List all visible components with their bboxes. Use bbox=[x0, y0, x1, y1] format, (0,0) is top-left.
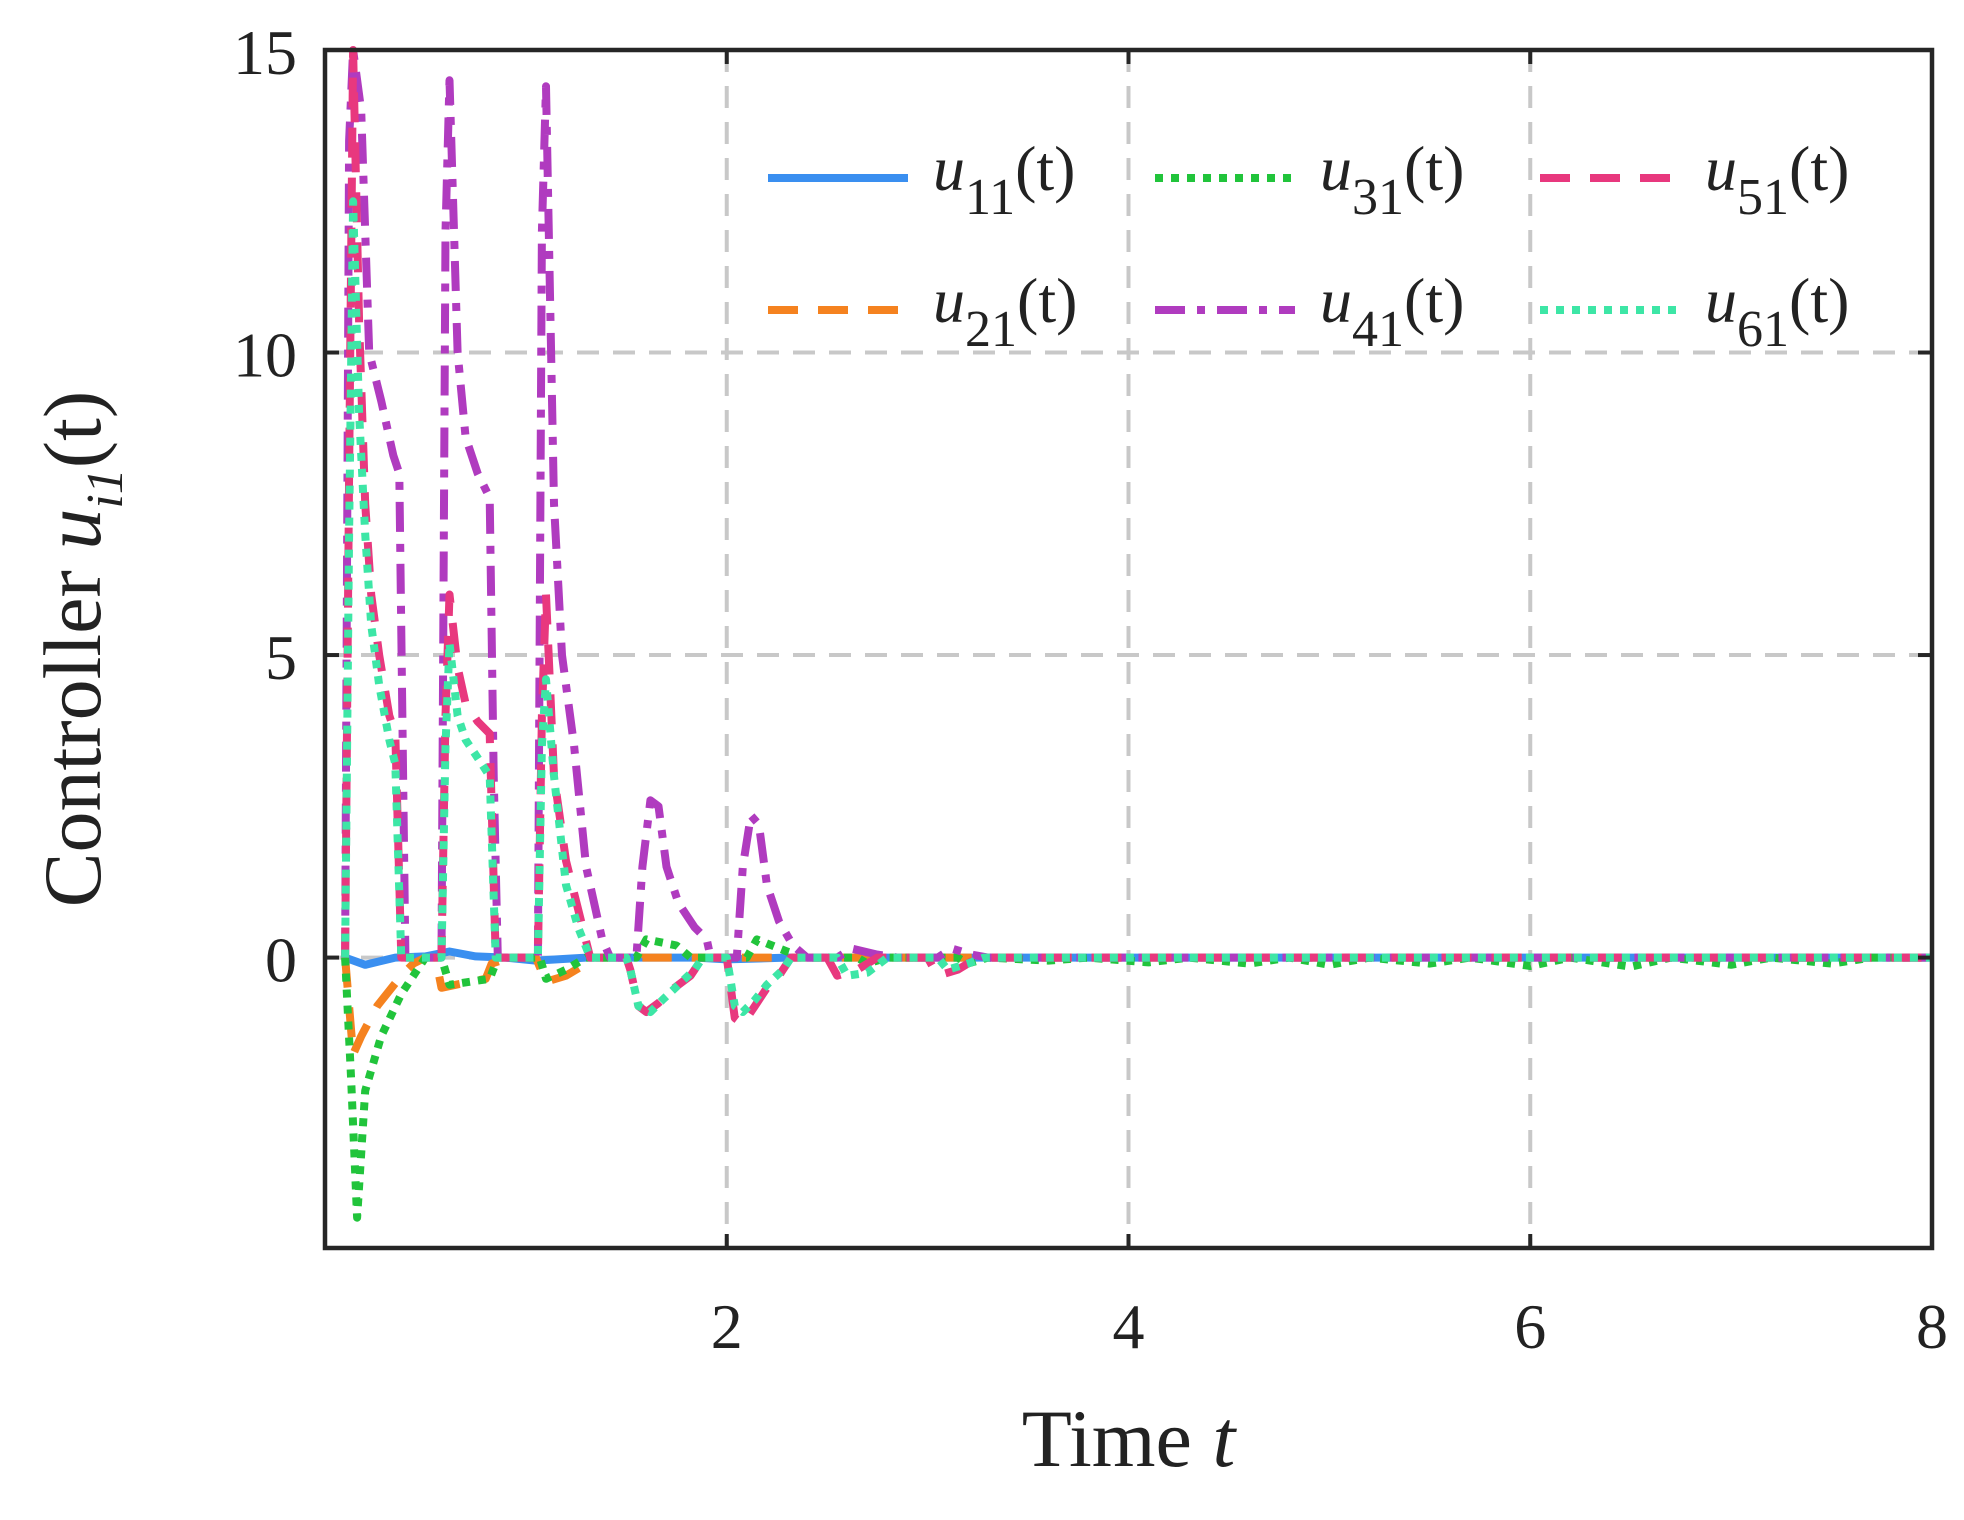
y-tick-label-0: 0 bbox=[265, 925, 297, 996]
legend-label-suffix: (t) bbox=[1015, 133, 1075, 204]
series-line-31 bbox=[341, 935, 1932, 1222]
series-line-21 bbox=[341, 953, 1932, 1059]
legend-label-sub: 51 bbox=[1737, 169, 1789, 226]
y-tick-labels: 0 5 10 15 bbox=[233, 17, 297, 996]
y-axis-title-var: u bbox=[27, 509, 118, 550]
legend-label-var: u bbox=[1320, 265, 1352, 336]
legend-label-suffix: (t) bbox=[1017, 265, 1077, 336]
series-layer bbox=[341, 46, 1932, 1222]
grid bbox=[325, 48, 1934, 1248]
x-tick-label-6: 6 bbox=[1514, 1291, 1546, 1362]
legend-label-21: u21(t) bbox=[933, 265, 1077, 358]
y-tick-label-15: 15 bbox=[233, 17, 297, 88]
x-tick-labels: 2 4 6 8 bbox=[711, 1291, 1948, 1362]
y-tick-label-5: 5 bbox=[265, 622, 297, 693]
legend-label-sub: 61 bbox=[1737, 301, 1789, 358]
legend-label-sub: 31 bbox=[1352, 169, 1404, 226]
tick-marks bbox=[325, 48, 1934, 1248]
legend-label-var: u bbox=[933, 133, 965, 204]
legend-label-suffix: (t) bbox=[1404, 265, 1464, 336]
legend-label-suffix: (t) bbox=[1404, 133, 1464, 204]
legend-label-var: u bbox=[1320, 133, 1352, 204]
x-tick-label-4: 4 bbox=[1113, 1291, 1145, 1362]
legend-label-var: u bbox=[1705, 265, 1737, 336]
legend-label-41: u41(t) bbox=[1320, 265, 1464, 358]
y-axis-title-sub: i1 bbox=[77, 468, 134, 508]
x-axis-title: Time t bbox=[1022, 1393, 1238, 1484]
legend-label-11: u11(t) bbox=[933, 133, 1075, 226]
legend-label-sub: 41 bbox=[1352, 301, 1404, 358]
series-line-41 bbox=[341, 46, 1932, 962]
legend-label-var: u bbox=[933, 265, 965, 336]
y-tick-label-10: 10 bbox=[233, 320, 297, 391]
series-line-61 bbox=[341, 197, 1932, 1016]
legend-label-sub: 11 bbox=[965, 169, 1015, 226]
x-tick-label-2: 2 bbox=[711, 1291, 743, 1362]
legend-label-suffix: (t) bbox=[1789, 133, 1849, 204]
x-axis-title-prefix: Time bbox=[1022, 1393, 1213, 1484]
legend-label-51: u51(t) bbox=[1705, 133, 1849, 226]
legend-label-var: u bbox=[1705, 133, 1737, 204]
legend-label-sub: 21 bbox=[965, 301, 1017, 358]
legend-label-suffix: (t) bbox=[1789, 265, 1849, 336]
x-axis-title-var: t bbox=[1212, 1393, 1237, 1484]
legend-label-31: u31(t) bbox=[1320, 133, 1464, 226]
y-axis-title-prefix: Controller bbox=[27, 550, 118, 908]
y-axis-title: Controller ui1(t) bbox=[27, 391, 134, 907]
legend: u11(t)u21(t)u31(t)u41(t)u51(t)u61(t) bbox=[768, 133, 1849, 358]
y-axis-title-suffix: (t) bbox=[27, 391, 118, 468]
x-tick-label-8: 8 bbox=[1916, 1291, 1948, 1362]
legend-label-61: u61(t) bbox=[1705, 265, 1849, 358]
series-line-51 bbox=[341, 46, 1932, 1029]
